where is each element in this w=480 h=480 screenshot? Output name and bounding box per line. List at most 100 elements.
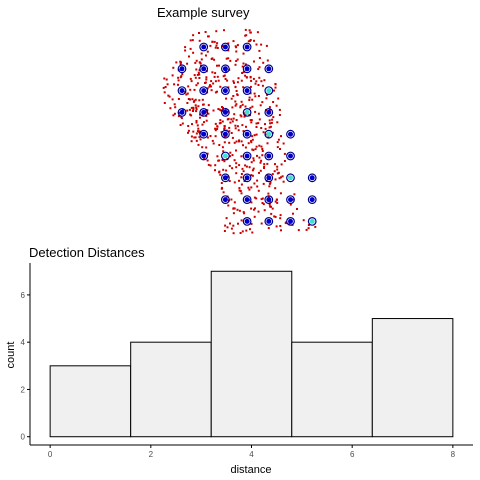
survey-point: [204, 31, 207, 33]
survey-point: [214, 135, 217, 138]
survey-point: [225, 70, 227, 73]
histogram-bars: [49, 270, 454, 438]
survey-point: [250, 121, 253, 124]
survey-point: [235, 149, 237, 152]
survey-point: [189, 39, 192, 42]
survey-point: [192, 100, 195, 103]
survey-point: [251, 98, 254, 101]
survey-point: [203, 157, 206, 160]
survey-point: [206, 50, 209, 53]
survey-point: [268, 119, 271, 122]
survey-point: [232, 207, 235, 210]
survey-point: [293, 193, 296, 196]
survey-point: [229, 222, 231, 225]
survey-point: [278, 177, 281, 180]
detector-ring: [264, 216, 274, 226]
survey-point: [208, 85, 211, 88]
detector-ring: [286, 173, 295, 183]
survey-point: [273, 215, 276, 218]
survey-point: [216, 155, 219, 158]
survey-point: [236, 44, 239, 47]
survey-point: [195, 68, 198, 71]
survey-point: [205, 110, 208, 113]
survey-point: [281, 175, 284, 178]
x-tick-label: 8: [451, 450, 456, 459]
survey-point: [255, 145, 258, 148]
survey-point: [181, 122, 184, 125]
survey-point: [212, 82, 215, 85]
detector-point: [244, 88, 250, 94]
survey-point: [253, 134, 256, 137]
survey-point: [192, 51, 195, 54]
survey-point: [218, 108, 221, 111]
survey-point: [279, 148, 281, 150]
survey-point: [270, 212, 273, 215]
survey-point: [227, 117, 230, 120]
survey-point: [248, 99, 251, 101]
survey-point: [222, 191, 225, 194]
detector-ring: [220, 173, 230, 183]
survey-point: [230, 97, 233, 100]
survey-point: [249, 106, 252, 109]
survey-point: [205, 76, 208, 79]
survey-point: [177, 79, 180, 82]
survey-point: [241, 167, 244, 170]
survey-point: [229, 59, 232, 62]
survey-point: [207, 163, 210, 166]
survey-point: [191, 39, 194, 42]
y-tick-label: 2: [21, 385, 26, 394]
survey-point: [297, 229, 300, 232]
survey-point: [244, 146, 247, 149]
detector-ring: [199, 64, 209, 74]
survey-point: [256, 185, 259, 188]
survey-point: [253, 215, 256, 218]
survey-point: [199, 138, 202, 141]
survey-point: [235, 119, 238, 121]
survey-point: [223, 141, 226, 144]
detector-point: [288, 218, 293, 224]
detector-ring: [264, 129, 274, 139]
survey-point: [222, 75, 225, 78]
survey-point: [251, 174, 254, 177]
survey-point: [255, 80, 258, 83]
survey-point: [214, 129, 217, 132]
survey-point: [276, 146, 279, 149]
survey-point: [165, 78, 168, 81]
survey-point: [184, 46, 187, 49]
survey-point: [236, 81, 239, 84]
survey-point: [173, 83, 176, 86]
survey-point: [253, 92, 256, 95]
survey-point: [242, 52, 245, 55]
survey-point: [179, 124, 182, 126]
survey-point: [237, 129, 240, 132]
survey-point: [251, 138, 254, 141]
survey-panel: Example survey: [157, 5, 317, 235]
survey-point: [163, 77, 166, 80]
survey-point: [218, 144, 221, 146]
detector-point: [244, 44, 250, 50]
survey-point: [243, 115, 246, 118]
survey-point: [186, 102, 189, 104]
survey-point: [253, 208, 255, 211]
detector-point: [179, 88, 185, 94]
survey-point: [219, 119, 222, 122]
survey-point: [184, 49, 187, 52]
survey-point: [274, 83, 277, 86]
survey-point: [219, 85, 222, 88]
survey-point: [255, 197, 258, 200]
survey-point: [275, 104, 278, 107]
survey-point: [207, 104, 210, 107]
survey-point: [257, 95, 260, 97]
detector-point: [201, 44, 207, 50]
survey-point: [256, 179, 259, 182]
survey-point: [171, 98, 174, 101]
survey-point: [226, 175, 229, 178]
survey-point: [277, 97, 280, 100]
survey-point: [250, 174, 253, 177]
survey-point: [256, 154, 258, 157]
survey-point: [235, 166, 238, 169]
survey-point: [180, 75, 183, 78]
survey-point: [305, 228, 308, 231]
survey-point: [251, 148, 254, 151]
survey-point: [193, 74, 196, 77]
